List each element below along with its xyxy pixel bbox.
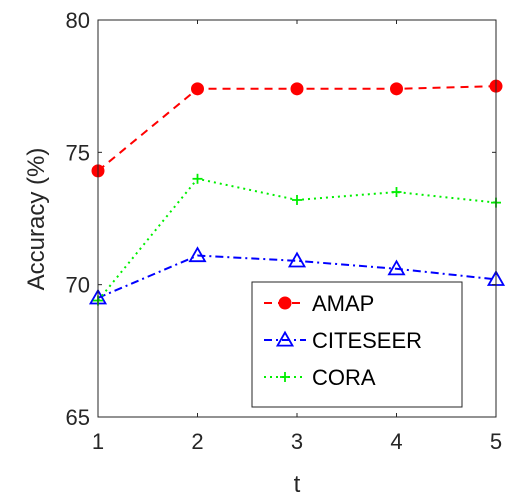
series-amap [91, 79, 503, 178]
legend-entry-citeseer: CITESEER [264, 328, 422, 353]
data-point-amap [191, 82, 204, 96]
y-tick-label: 80 [66, 8, 90, 33]
data-point-cora [192, 173, 203, 184]
data-point-cora [391, 187, 402, 198]
legend-label: CORA [312, 365, 376, 390]
data-point-amap [290, 82, 304, 96]
data-point-citeseer [287, 251, 307, 268]
y-tick-label: 70 [66, 273, 90, 298]
y-axis-label: Accuracy (%) [23, 148, 50, 291]
legend: AMAP CITESEER CORA [251, 281, 463, 408]
x-axis-label: t [294, 471, 301, 498]
y-tick-label: 75 [66, 140, 90, 165]
ticks-layer: 1 2 3 4 5 65 70 75 80 [66, 8, 503, 454]
x-tick-label: 4 [390, 429, 402, 454]
x-tick-label: 2 [191, 429, 203, 454]
x-tick-label: 1 [92, 429, 104, 454]
legend-marker [280, 372, 290, 382]
x-tick-label: 3 [291, 429, 303, 454]
y-tick-label: 65 [66, 405, 90, 430]
series-layer [88, 79, 506, 306]
data-point-amap [390, 82, 403, 96]
x-tick-label: 5 [490, 429, 502, 454]
data-point-cora [292, 194, 302, 205]
legend-label: CITESEER [312, 328, 422, 353]
legend-marker [278, 296, 292, 310]
legend-entry-cora: CORA [264, 365, 376, 390]
legend-marker [275, 330, 295, 347]
legend-label: AMAP [312, 291, 374, 316]
data-point-citeseer [188, 246, 207, 263]
series-line-citeseer [97, 254, 497, 299]
legend-entry-amap: AMAP [264, 291, 374, 316]
data-point-citeseer [387, 259, 406, 276]
